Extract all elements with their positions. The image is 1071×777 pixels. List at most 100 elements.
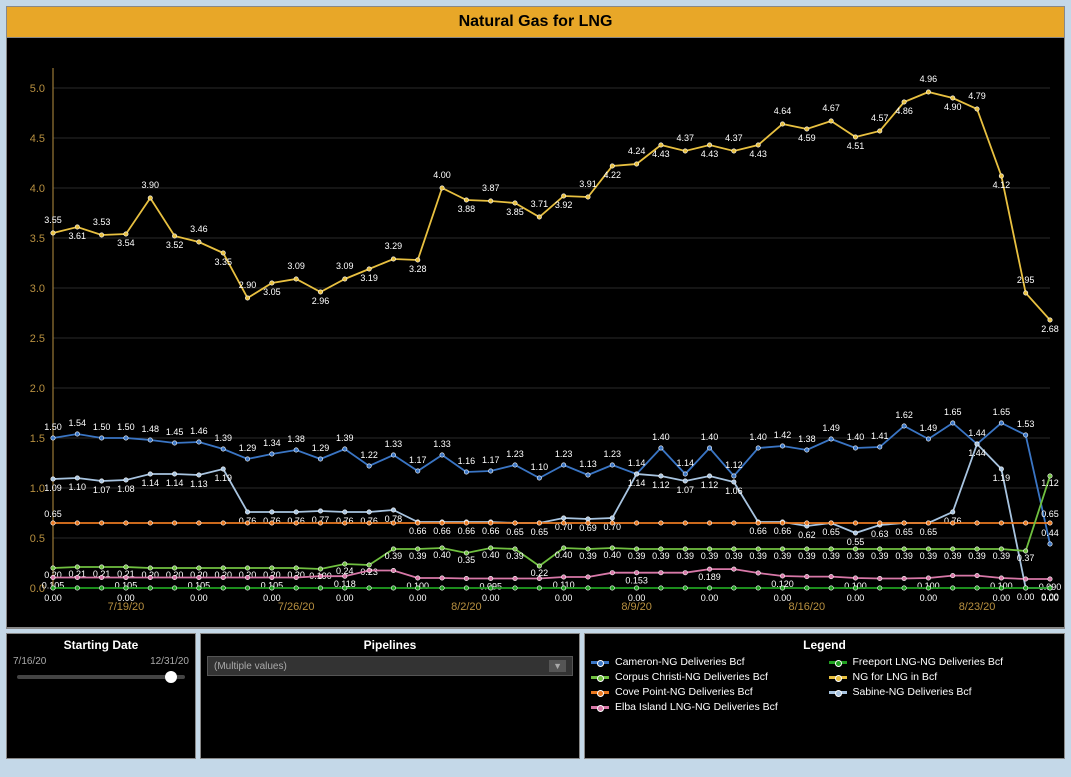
- svg-text:0.65: 0.65: [44, 509, 62, 519]
- svg-text:1.14: 1.14: [142, 478, 160, 488]
- legend-label: Cameron-NG Deliveries Bcf: [615, 656, 745, 668]
- legend-item[interactable]: Sabine-NG Deliveries Bcf: [829, 686, 1059, 698]
- svg-text:0.39: 0.39: [993, 551, 1011, 561]
- svg-text:3.52: 3.52: [166, 240, 184, 250]
- chart-title: Natural Gas for LNG: [7, 7, 1064, 38]
- svg-text:0.00: 0.00: [482, 593, 500, 603]
- legend-swatch: [829, 691, 847, 694]
- svg-text:3.35: 3.35: [214, 257, 232, 267]
- svg-text:4.37: 4.37: [725, 133, 743, 143]
- svg-text:0.00: 0.00: [1041, 593, 1059, 603]
- svg-text:3.90: 3.90: [142, 180, 160, 190]
- svg-text:4.37: 4.37: [676, 133, 694, 143]
- svg-text:2.96: 2.96: [312, 296, 330, 306]
- svg-text:0.40: 0.40: [555, 550, 573, 560]
- svg-text:0.39: 0.39: [822, 551, 840, 561]
- svg-text:1.08: 1.08: [117, 484, 135, 494]
- svg-text:4.00: 4.00: [433, 170, 451, 180]
- svg-text:0.39: 0.39: [701, 551, 719, 561]
- svg-text:0.00: 0.00: [920, 593, 938, 603]
- svg-text:1.14: 1.14: [676, 458, 694, 468]
- legend-swatch: [591, 691, 609, 694]
- svg-text:1.23: 1.23: [506, 449, 524, 459]
- svg-text:0.00: 0.00: [847, 593, 865, 603]
- date-slider[interactable]: [17, 675, 185, 679]
- svg-text:0.00: 0.00: [263, 593, 281, 603]
- svg-text:0.39: 0.39: [895, 551, 913, 561]
- svg-text:0.5: 0.5: [30, 533, 45, 545]
- svg-text:3.92: 3.92: [555, 200, 573, 210]
- svg-text:1.65: 1.65: [944, 407, 962, 417]
- svg-text:0.40: 0.40: [433, 550, 451, 560]
- legend-swatch: [591, 676, 609, 679]
- svg-text:1.17: 1.17: [409, 455, 427, 465]
- date-min: 7/16/20: [13, 656, 46, 667]
- svg-text:4.5: 4.5: [30, 133, 45, 145]
- pipelines-dropdown[interactable]: (Multiple values) ▼: [207, 656, 573, 676]
- svg-text:4.90: 4.90: [944, 102, 962, 112]
- svg-text:0.65: 0.65: [1041, 509, 1059, 519]
- svg-text:1.23: 1.23: [604, 449, 622, 459]
- svg-text:0.39: 0.39: [725, 551, 743, 561]
- svg-text:3.91: 3.91: [579, 179, 597, 189]
- svg-text:1.38: 1.38: [287, 434, 305, 444]
- legend-label: Cove Point-NG Deliveries Bcf: [615, 686, 753, 698]
- svg-text:1.12: 1.12: [701, 480, 719, 490]
- starting-date-title: Starting Date: [13, 638, 189, 652]
- svg-text:1.50: 1.50: [117, 422, 135, 432]
- svg-text:0.00: 0.00: [117, 593, 135, 603]
- svg-text:0.65: 0.65: [531, 527, 549, 537]
- svg-text:1.22: 1.22: [360, 450, 378, 460]
- legend-item[interactable]: Elba Island LNG-NG Deliveries Bcf: [591, 701, 821, 713]
- svg-text:4.67: 4.67: [822, 103, 840, 113]
- svg-text:1.40: 1.40: [652, 432, 670, 442]
- controls-row: Starting Date 7/16/20 12/31/20 Pipelines…: [6, 633, 1065, 759]
- svg-text:0.40: 0.40: [604, 550, 622, 560]
- svg-text:1.34: 1.34: [263, 438, 281, 448]
- chevron-down-icon: ▼: [549, 660, 566, 672]
- legend-item[interactable]: Cove Point-NG Deliveries Bcf: [591, 686, 821, 698]
- svg-text:0.39: 0.39: [385, 551, 403, 561]
- legend-swatch: [829, 661, 847, 664]
- svg-text:3.09: 3.09: [287, 261, 305, 271]
- svg-text:0.39: 0.39: [506, 551, 524, 561]
- svg-text:1.62: 1.62: [895, 410, 913, 420]
- svg-text:1.33: 1.33: [385, 439, 403, 449]
- legend-item[interactable]: NG for LNG in Bcf: [829, 671, 1059, 683]
- svg-text:1.07: 1.07: [93, 485, 111, 495]
- slider-thumb[interactable]: [165, 671, 177, 683]
- svg-text:3.85: 3.85: [506, 207, 524, 217]
- svg-text:1.06: 1.06: [725, 486, 743, 496]
- svg-text:4.96: 4.96: [920, 74, 938, 84]
- svg-text:0.63: 0.63: [871, 529, 889, 539]
- svg-text:0.39: 0.39: [749, 551, 767, 561]
- pipelines-title: Pipelines: [207, 638, 573, 652]
- legend-item[interactable]: Corpus Christi-NG Deliveries Bcf: [591, 671, 821, 683]
- svg-text:4.64: 4.64: [774, 106, 792, 116]
- svg-text:0.39: 0.39: [798, 551, 816, 561]
- svg-text:0.39: 0.39: [871, 551, 889, 561]
- svg-text:3.71: 3.71: [531, 199, 549, 209]
- legend-item[interactable]: Freeport LNG-NG Deliveries Bcf: [829, 656, 1059, 668]
- svg-text:1.17: 1.17: [482, 455, 500, 465]
- svg-text:0.39: 0.39: [944, 551, 962, 561]
- svg-text:0.00: 0.00: [1017, 592, 1035, 602]
- svg-text:0.00: 0.00: [628, 593, 646, 603]
- svg-text:1.41: 1.41: [871, 431, 889, 441]
- svg-text:1.44: 1.44: [968, 428, 986, 438]
- svg-text:4.43: 4.43: [652, 149, 670, 159]
- starting-date-panel: Starting Date 7/16/20 12/31/20: [6, 633, 196, 759]
- svg-text:0.00: 0.00: [409, 593, 427, 603]
- svg-text:0.00: 0.00: [336, 593, 354, 603]
- svg-text:0.00: 0.00: [190, 593, 208, 603]
- svg-text:1.5: 1.5: [30, 433, 45, 445]
- svg-text:1.14: 1.14: [628, 458, 646, 468]
- svg-text:5.0: 5.0: [30, 83, 45, 95]
- svg-text:0.00: 0.00: [993, 593, 1011, 603]
- legend-item[interactable]: Cameron-NG Deliveries Bcf: [591, 656, 821, 668]
- svg-text:1.40: 1.40: [847, 432, 865, 442]
- svg-text:0.39: 0.39: [628, 551, 646, 561]
- svg-text:3.46: 3.46: [190, 224, 208, 234]
- svg-text:1.40: 1.40: [749, 432, 767, 442]
- svg-text:1.33: 1.33: [433, 439, 451, 449]
